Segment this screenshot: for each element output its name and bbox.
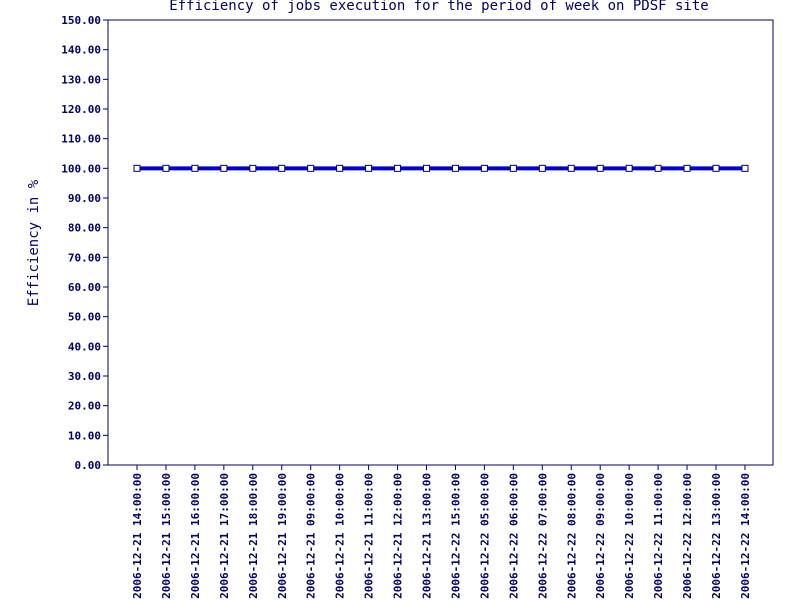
x-tick-label: 2006-12-22 07:00:00 xyxy=(536,473,549,599)
data-point xyxy=(365,164,373,172)
data-point xyxy=(741,164,749,172)
data-point xyxy=(278,164,286,172)
data-point xyxy=(712,164,720,172)
y-tick-label: 100.00 xyxy=(61,162,101,175)
x-tick-label: 2006-12-21 19:00:00 xyxy=(276,473,289,599)
x-tick-label: 2006-12-22 08:00:00 xyxy=(565,473,578,599)
series-efficiency xyxy=(133,164,749,172)
x-tick-label: 2006-12-22 10:00:00 xyxy=(623,473,636,599)
data-point xyxy=(509,164,517,172)
x-tick-label: 2006-12-21 16:00:00 xyxy=(189,473,202,599)
x-axis: 2006-12-21 14:00:00 2006-12-21 15:00:00 20… xyxy=(131,465,752,599)
x-tick-label: 2006-12-22 05:00:00 xyxy=(478,473,491,599)
y-axis-label: Efficiency in % xyxy=(26,179,42,306)
x-tick-label: 2006-12-21 09:00:00 xyxy=(305,473,318,599)
y-tick-label: 120.00 xyxy=(61,103,101,116)
y-tick-label: 60.00 xyxy=(68,281,101,294)
y-tick-label: 30.00 xyxy=(68,370,101,383)
x-tick-label: 2006-12-22 12:00:00 xyxy=(681,473,694,599)
data-point xyxy=(162,164,170,172)
data-point xyxy=(394,164,402,172)
y-axis: 0.00 10.00 20.00 30.00 40.00 50.00 60.00 70.00 8… xyxy=(61,14,108,472)
y-tick-label: 80.00 xyxy=(68,222,101,235)
y-tick-label: 20.00 xyxy=(68,400,101,413)
data-point xyxy=(683,164,691,172)
y-tick-label: 0.00 xyxy=(75,459,102,472)
data-point xyxy=(133,164,141,172)
x-tick-label: 2006-12-21 18:00:00 xyxy=(247,473,260,599)
data-point xyxy=(567,164,575,172)
data-point xyxy=(451,164,459,172)
y-tick-label: 130.00 xyxy=(61,73,101,86)
x-tick-label: 2006-12-21 17:00:00 xyxy=(218,473,231,599)
y-tick-label: 40.00 xyxy=(68,340,101,353)
x-tick-label: 2006-12-21 12:00:00 xyxy=(392,473,405,599)
x-tick-label: 2006-12-22 06:00:00 xyxy=(507,473,520,599)
chart-title: Efficiency of jobs execution for the per… xyxy=(169,0,708,14)
data-point xyxy=(191,164,199,172)
y-tick-label: 110.00 xyxy=(61,133,101,146)
data-point xyxy=(625,164,633,172)
data-point xyxy=(249,164,257,172)
x-tick-label: 2006-12-22 11:00:00 xyxy=(652,473,665,599)
y-tick-label: 90.00 xyxy=(68,192,101,205)
data-point xyxy=(220,164,228,172)
x-tick-label: 2006-12-22 15:00:00 xyxy=(449,473,462,599)
x-tick-label: 2006-12-21 11:00:00 xyxy=(363,473,376,599)
y-tick-label: 140.00 xyxy=(61,44,101,57)
y-tick-label: 10.00 xyxy=(68,429,101,442)
data-point xyxy=(423,164,430,172)
y-tick-label: 70.00 xyxy=(68,251,101,264)
data-point xyxy=(538,164,546,172)
x-tick-label: 2006-12-21 14:00:00 xyxy=(131,473,144,599)
data-point xyxy=(596,164,604,172)
x-tick-label: 2006-12-22 09:00:00 xyxy=(594,473,607,599)
y-tick-label: 150.00 xyxy=(61,14,101,27)
data-point xyxy=(307,164,315,172)
data-point xyxy=(336,164,344,172)
data-point xyxy=(654,164,662,172)
x-tick-label: 2006-12-21 13:00:00 xyxy=(421,473,434,599)
x-tick-label: 2006-12-21 10:00:00 xyxy=(334,473,347,599)
y-tick-label: 50.00 xyxy=(68,311,101,324)
x-tick-label: 2006-12-22 13:00:00 xyxy=(710,473,723,599)
x-tick-label: 2006-12-22 14:00:00 xyxy=(739,473,752,599)
data-point xyxy=(480,164,488,172)
plot-area-frame xyxy=(107,19,774,466)
x-tick-label: 2006-12-21 15:00:00 xyxy=(160,473,173,599)
